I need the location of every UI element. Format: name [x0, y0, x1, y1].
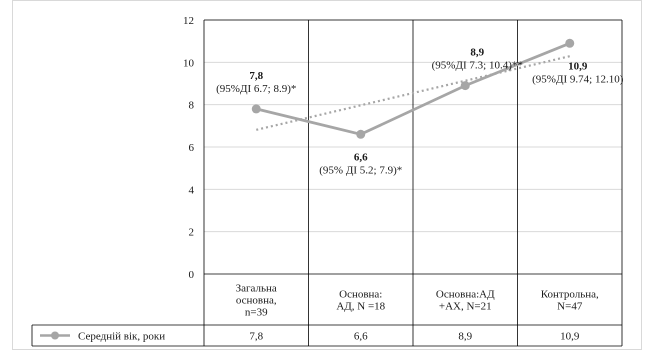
x-category-label: АД, N =18 — [336, 301, 385, 313]
x-category-label: Загальна — [236, 283, 277, 295]
table-value-cell: 7,8 — [249, 331, 263, 343]
data-label-ci: (95%ДІ 9.74; 12.10) — [532, 73, 624, 85]
y-tick-label: 6 — [189, 142, 195, 154]
x-category-label: Основна:АД — [436, 289, 495, 301]
table-value-cell: 8,9 — [458, 331, 472, 343]
y-tick-label: 12 — [183, 15, 194, 27]
data-label-value: 8,9 — [470, 47, 484, 59]
y-tick-label: 8 — [189, 100, 195, 112]
table-value-cell: 10,9 — [560, 331, 580, 343]
data-label-value: 6,6 — [354, 151, 368, 163]
data-point — [251, 104, 261, 114]
trendline — [255, 55, 571, 131]
legend-series-label: Середній вік, роки — [78, 331, 165, 343]
chart-frame — [12, 0, 642, 350]
data-label-ci: (95%ДІ 7.3; 10.4)** — [432, 60, 523, 72]
y-tick-label: 4 — [189, 184, 195, 196]
x-category-label: основна, — [236, 295, 277, 307]
table-value-cell: 6,6 — [354, 331, 368, 343]
y-tick-label: 0 — [189, 269, 195, 281]
x-category-label: n=39 — [245, 307, 268, 319]
y-tick-label: 10 — [183, 57, 195, 69]
x-category-label: Основна: — [339, 289, 382, 301]
data-label-ci: (95%ДІ 6.7; 8.9)* — [216, 83, 296, 95]
legend-marker-swatch — [51, 331, 59, 340]
data-label-value: 10,9 — [568, 60, 588, 72]
x-category-label: N=47 — [557, 301, 583, 313]
data-point — [460, 81, 470, 91]
data-point — [565, 38, 575, 48]
data-label-ci: (95% ДІ 5.2; 7.9)* — [319, 164, 402, 176]
x-category-label: +АХ, N=21 — [439, 301, 492, 313]
series-line — [255, 41, 571, 136]
data-point — [356, 129, 366, 139]
data-label-value: 7,8 — [249, 70, 263, 82]
y-tick-label: 2 — [189, 227, 195, 239]
x-category-label: Контрольна, — [541, 289, 599, 301]
